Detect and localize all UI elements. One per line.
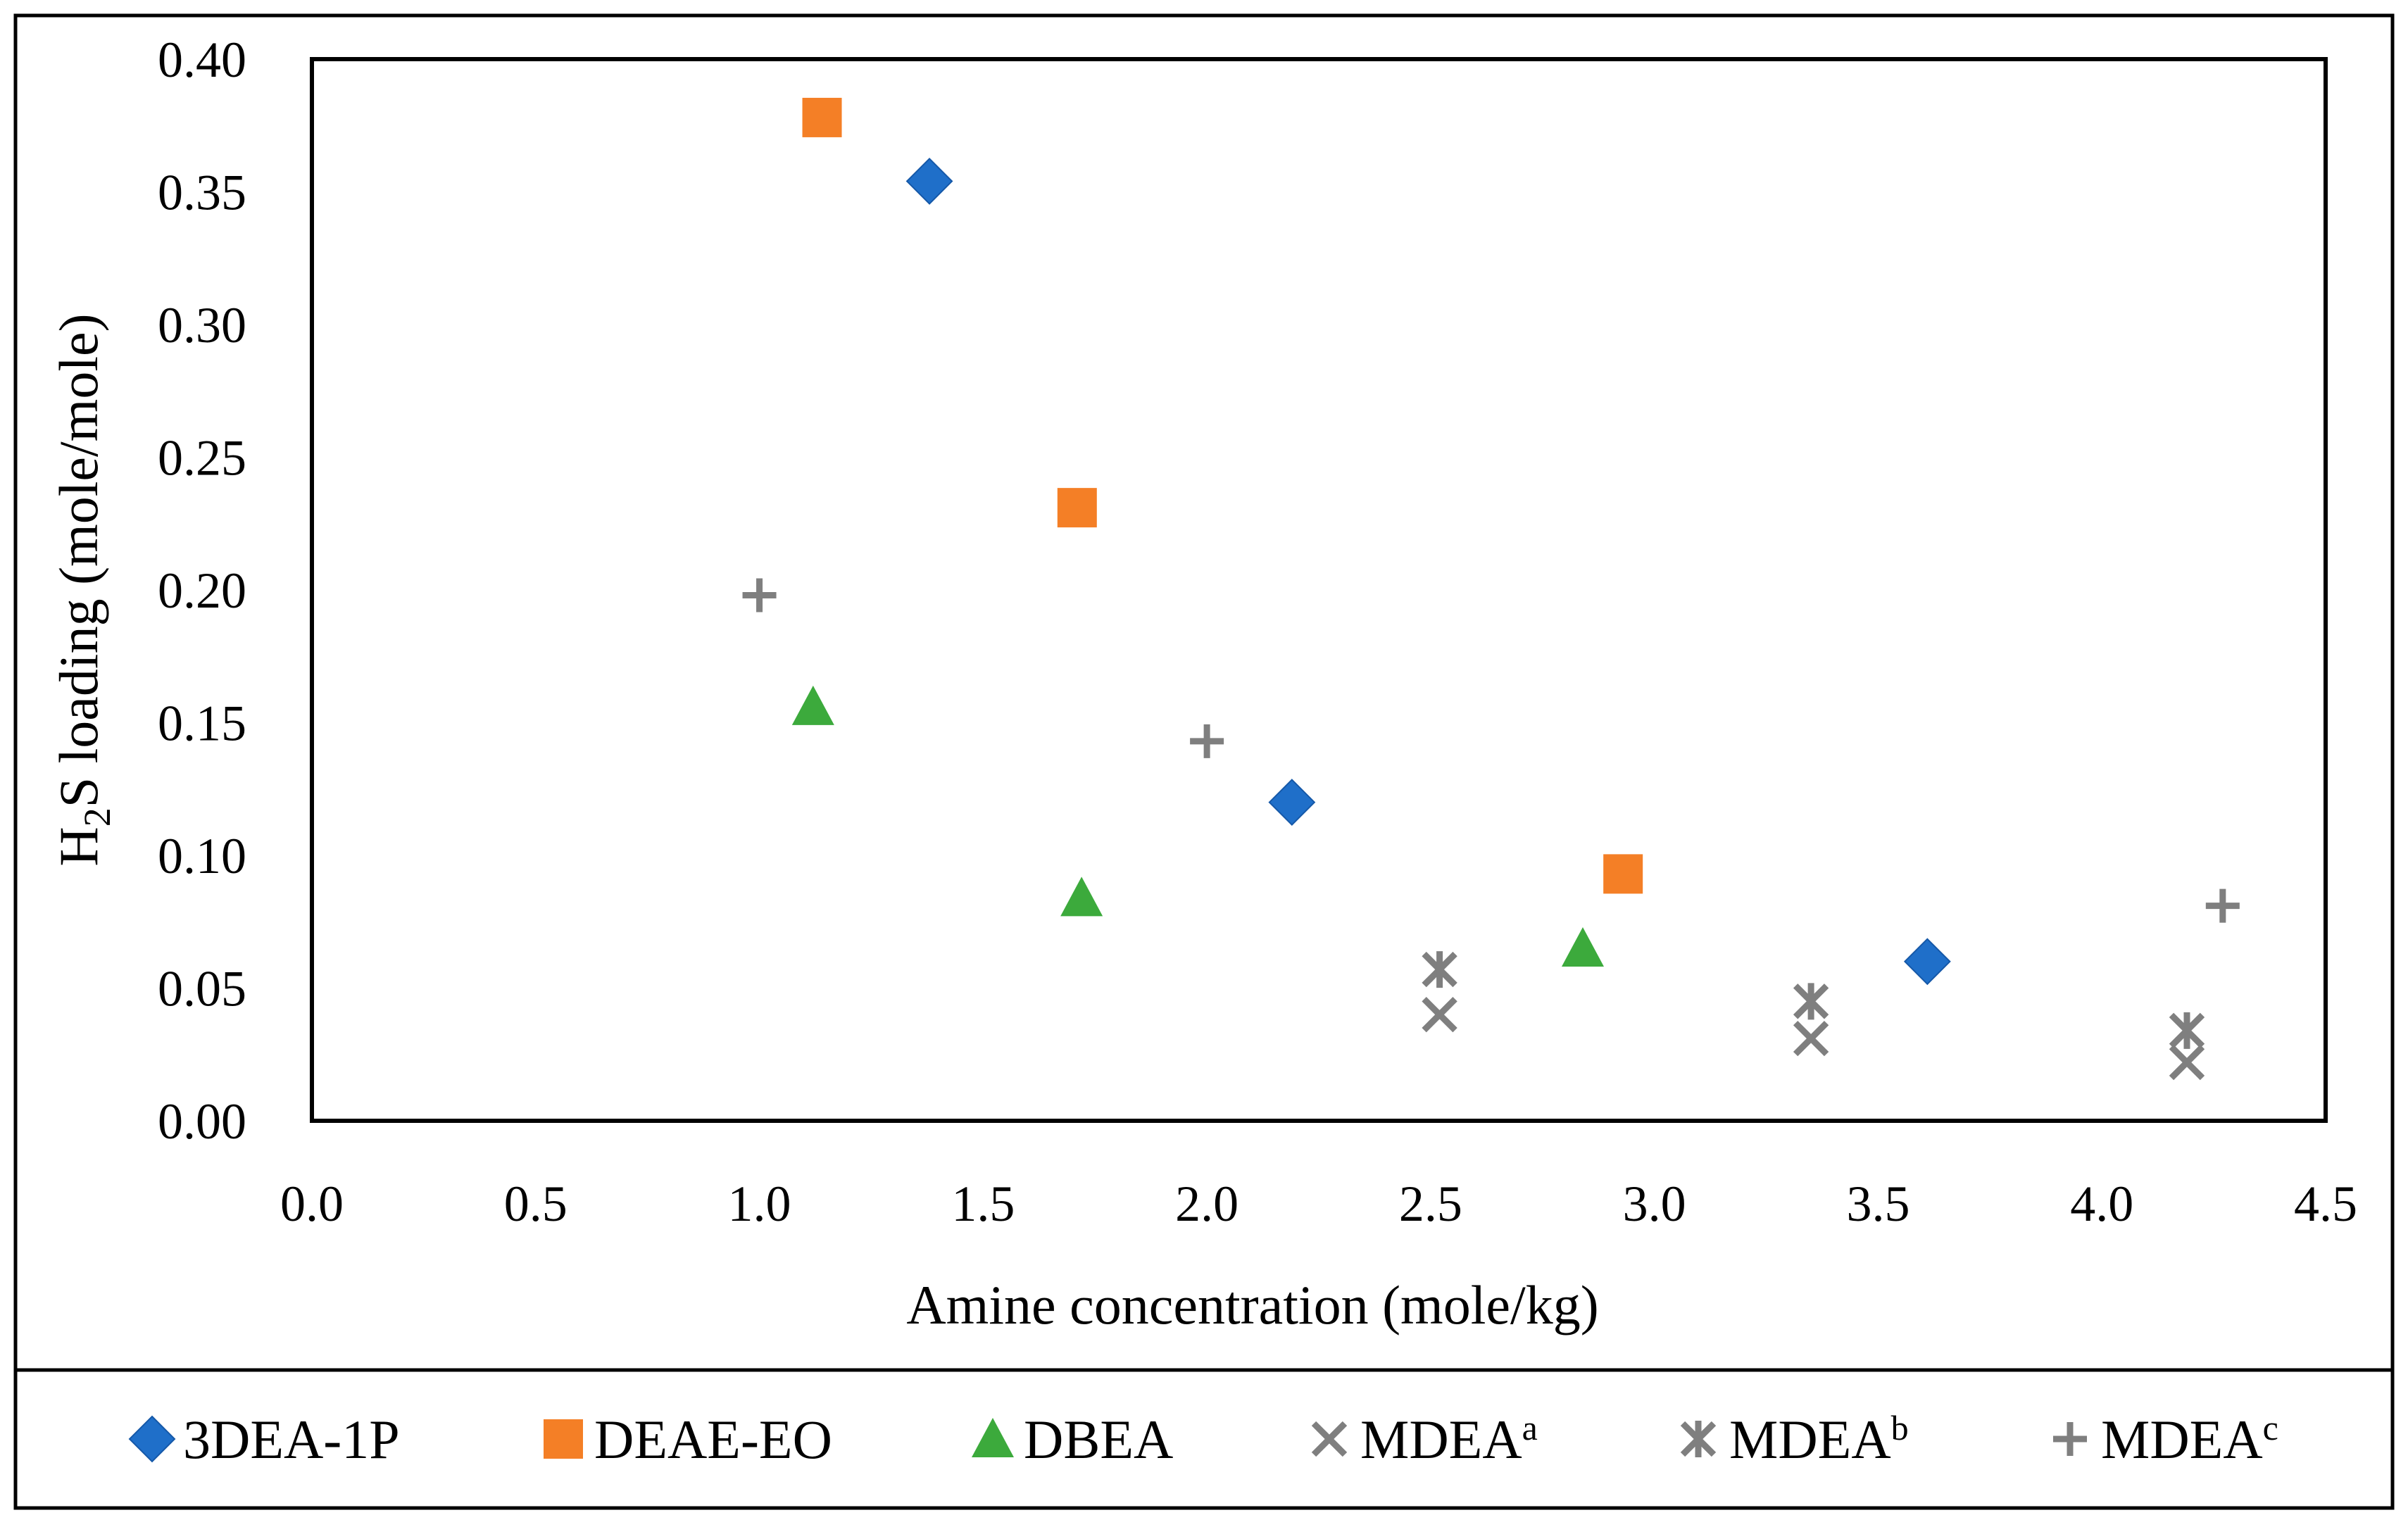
- legend-marker-triangle: [972, 1418, 1014, 1457]
- plot-area: [310, 57, 2328, 1123]
- data-point-triangle: [791, 685, 834, 725]
- y-tick-label: 0.10: [158, 828, 246, 884]
- x-tick-label: 2.0: [1175, 1176, 1239, 1232]
- data-point-x: [1793, 1020, 1829, 1057]
- y-tick-label: 0.35: [158, 165, 246, 221]
- y-axis-title-subscript: 2: [76, 808, 118, 827]
- legend-label: MDEAa: [1360, 1408, 1538, 1470]
- legend-marker-square: [544, 1419, 583, 1459]
- x-axis-title: Amine concentration (mole/kg): [906, 1274, 1598, 1336]
- data-point-diamond: [1268, 779, 1316, 827]
- x-tick-label: 1.0: [728, 1176, 791, 1232]
- legend-item: 3DEA-1P: [128, 1409, 400, 1470]
- x-tick-label: 3.5: [1846, 1176, 1910, 1232]
- legend-item: MDEAc: [2053, 1408, 2278, 1470]
- legend-label: MDEAb: [1729, 1408, 1909, 1470]
- data-point-x: [2169, 1044, 2205, 1081]
- legend-item: MDEAa: [1311, 1408, 1538, 1470]
- y-tick-label: 0.20: [158, 563, 246, 619]
- legend-item: DEAE-EO: [544, 1409, 832, 1470]
- legend-marker-diamond: [128, 1415, 176, 1463]
- legend-marker-x: [1311, 1421, 1348, 1457]
- data-point-triangle: [1060, 876, 1103, 917]
- x-tick-label: 4.0: [2070, 1176, 2133, 1232]
- data-point-diamond: [905, 158, 953, 205]
- y-tick-label: 0.25: [158, 430, 246, 486]
- y-tick-label: 0.40: [158, 32, 246, 88]
- legend-item: DBEA: [972, 1409, 1173, 1470]
- x-tick-label: 3.0: [1623, 1176, 1686, 1232]
- legend-label: DBEA: [1024, 1409, 1173, 1470]
- data-point-plus: [1190, 724, 1224, 758]
- y-tick-label: 0.00: [158, 1093, 246, 1150]
- data-point-diamond: [1903, 938, 1951, 986]
- x-tick-label: 0.5: [504, 1176, 567, 1232]
- legend-label: 3DEA-1P: [183, 1409, 400, 1470]
- legend-label: MDEAc: [2101, 1408, 2278, 1470]
- legend-marker-plus: [2053, 1422, 2087, 1456]
- data-point-plus: [2205, 888, 2240, 923]
- x-tick-labels: 0.0 0.5 1.0 1.5 2.0 2.5 3.0 3.5 4.0 4.5: [280, 1176, 2357, 1232]
- data-point-x: [1422, 997, 1457, 1033]
- x-tick-label: 0.0: [280, 1176, 344, 1232]
- legend: 3DEA-1P DEAE-EO DBEA MDEAa MDEAb MDEAc: [128, 1408, 2278, 1470]
- data-point-square: [802, 97, 842, 137]
- legend-label: DEAE-EO: [594, 1409, 832, 1470]
- data-point-square: [1603, 854, 1643, 894]
- x-tick-label: 2.5: [1399, 1176, 1462, 1232]
- x-tick-label: 4.5: [2294, 1176, 2357, 1232]
- data-points: [742, 97, 2240, 1081]
- y-tick-label: 0.30: [158, 297, 246, 353]
- y-tick-label: 0.05: [158, 961, 246, 1017]
- x-tick-label: 1.5: [951, 1176, 1015, 1232]
- data-point-asterisk: [2169, 1012, 2205, 1049]
- data-point-asterisk: [1422, 951, 1457, 988]
- data-point-triangle: [1561, 926, 1604, 967]
- legend-marker-asterisk: [1680, 1421, 1717, 1457]
- legend-item: MDEAb: [1680, 1408, 1909, 1470]
- data-point-square: [1057, 488, 1097, 528]
- y-tick-labels: 0.00 0.05 0.10 0.15 0.20 0.25 0.30 0.35 0.40: [158, 32, 246, 1150]
- data-point-plus: [742, 578, 777, 612]
- data-point-asterisk: [1793, 983, 1829, 1020]
- y-tick-label: 0.15: [158, 696, 246, 752]
- y-axis-title: H2S loading (mole/mole): [48, 313, 118, 866]
